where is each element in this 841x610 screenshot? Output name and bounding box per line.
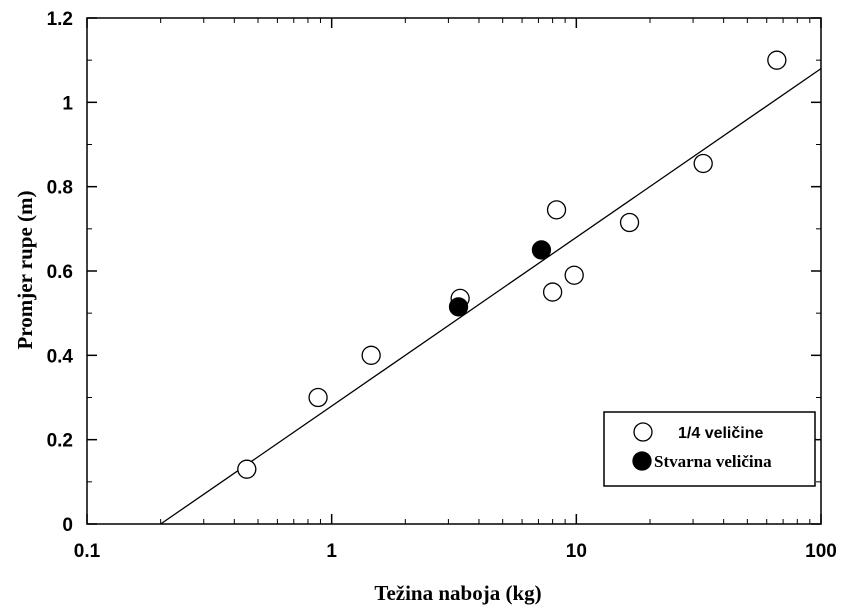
data-point-quarter-scale [361, 345, 381, 365]
y-tick-label: 0.4 [47, 346, 74, 367]
y-tick-label: 0 [62, 515, 73, 536]
legend-marker-open [633, 422, 653, 442]
x-tick-label: 100 [805, 541, 837, 562]
data-point-quarter-scale [693, 153, 713, 174]
fit-line [160, 68, 822, 525]
y-axis-title: Promjer rupe (m) [13, 190, 37, 349]
y-tick-label: 0.2 [47, 431, 73, 452]
legend-marker-filled [632, 451, 652, 471]
data-point-quarter-scale [237, 459, 257, 479]
axes: 0 0.2 0.4 0.6 0.8 1 1.2 0.1 1 10 100 [47, 9, 837, 562]
data-point-quarter-scale [308, 387, 328, 408]
data-point-full-scale [448, 297, 469, 317]
y-tick-label: 1.2 [47, 9, 73, 30]
data-point-quarter-scale [619, 212, 640, 233]
x-tick-label: 1 [326, 541, 337, 562]
data-points [237, 50, 787, 479]
y-tick-label: 1 [62, 93, 73, 114]
legend-label-quarter-scale: 1/4 veličine [678, 425, 763, 442]
y-tick-label: 0.8 [47, 178, 73, 199]
legend-box [603, 411, 816, 487]
data-point-quarter-scale [564, 265, 584, 285]
legend: 1/4 veličine Stvarna veličina [603, 411, 816, 487]
y-tick-label: 0.6 [47, 262, 73, 283]
x-tick-label: 10 [566, 541, 587, 562]
legend-label-full-scale: Stvarna veličina [654, 452, 772, 471]
data-point-full-scale [531, 240, 552, 260]
x-tick-label: 0.1 [74, 541, 101, 562]
fit-line-group [160, 68, 822, 525]
x-axis-title: Težina naboja (kg) [374, 581, 541, 605]
data-point-quarter-scale [546, 200, 567, 220]
data-point-quarter-scale [767, 50, 787, 70]
data-point-quarter-scale [542, 282, 563, 302]
